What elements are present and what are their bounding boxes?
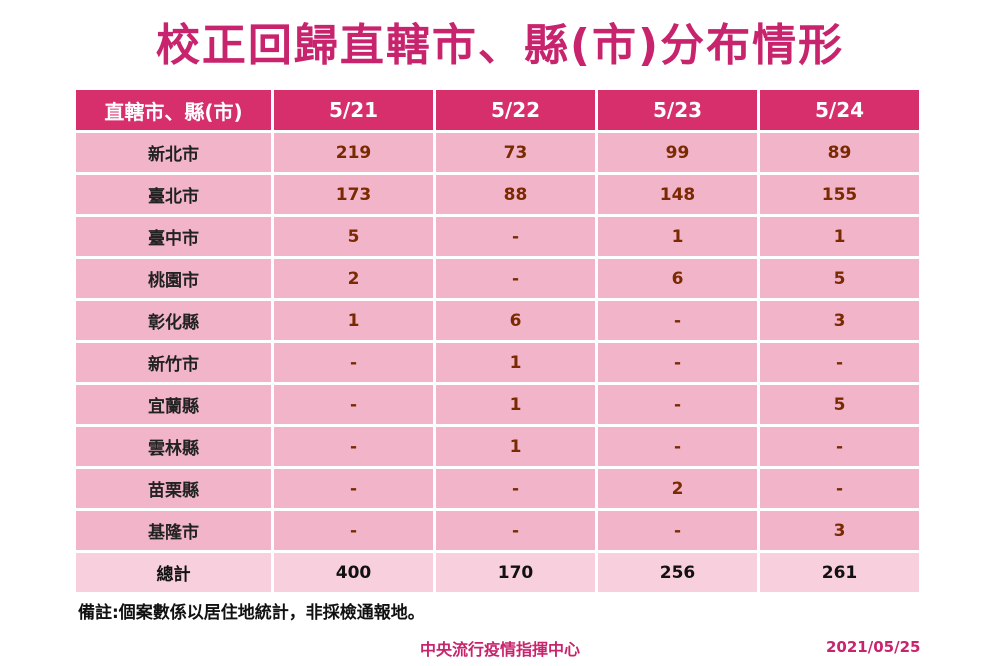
case-count: 1 bbox=[598, 217, 757, 259]
table-total-row: 總計 400 170 256 261 bbox=[76, 553, 919, 592]
region-name: 臺中市 bbox=[76, 217, 271, 259]
case-count: - bbox=[274, 511, 433, 553]
case-count: - bbox=[436, 511, 595, 553]
table-row: 基隆市 - - -3 bbox=[76, 511, 919, 553]
total-value: 400 bbox=[274, 553, 433, 592]
page-title: 校正回歸直轄市、縣(市)分布情形 bbox=[155, 20, 845, 71]
table-row: 雲林縣 -1- - bbox=[76, 427, 919, 469]
case-count: 219 bbox=[274, 133, 433, 175]
table-row: 新竹市 -1- - bbox=[76, 343, 919, 385]
case-count: 73 bbox=[436, 133, 595, 175]
header-date-1: 5/21 bbox=[274, 90, 433, 133]
region-name: 新北市 bbox=[76, 133, 271, 175]
region-name: 基隆市 bbox=[76, 511, 271, 553]
case-count: - bbox=[598, 343, 757, 385]
agency-name: 中央流行疫情指揮中心 bbox=[419, 640, 580, 659]
region-name: 桃園市 bbox=[76, 259, 271, 301]
case-count: - bbox=[598, 301, 757, 343]
case-count: 1 bbox=[274, 301, 433, 343]
case-count: - bbox=[598, 427, 757, 469]
case-count: 5 bbox=[760, 259, 919, 301]
table-row: 臺中市 5-1 1 bbox=[76, 217, 919, 259]
case-distribution-table: 直轄市、縣(市) 5/21 5/22 5/23 5/24 新北市 219 73 99 8… bbox=[76, 90, 919, 592]
header-region: 直轄市、縣(市) bbox=[76, 90, 271, 133]
case-count: - bbox=[436, 259, 595, 301]
table-row: 桃園市 2-6 5 bbox=[76, 259, 919, 301]
case-count: 5 bbox=[760, 385, 919, 427]
region-name: 彰化縣 bbox=[76, 301, 271, 343]
table-row: 彰化縣 1 6-3 bbox=[76, 301, 919, 343]
case-count: - bbox=[274, 343, 433, 385]
case-count: 2 bbox=[598, 469, 757, 511]
case-count: - bbox=[274, 469, 433, 511]
case-count: 88 bbox=[436, 175, 595, 217]
case-count: - bbox=[760, 427, 919, 469]
case-count: 1 bbox=[436, 385, 595, 427]
case-count: 173 bbox=[274, 175, 433, 217]
case-count: - bbox=[598, 385, 757, 427]
table-row: 臺北市 173 88 148 155 bbox=[76, 175, 919, 217]
case-count: 2 bbox=[274, 259, 433, 301]
case-count: 148 bbox=[598, 175, 757, 217]
region-name: 臺北市 bbox=[76, 175, 271, 217]
header-date-4: 5/24 bbox=[760, 90, 919, 133]
table-row: 苗栗縣 - -2- bbox=[76, 469, 919, 511]
table-row: 宜蘭縣 -1-5 bbox=[76, 385, 919, 427]
total-value: 256 bbox=[598, 553, 757, 592]
header-date-2: 5/22 bbox=[436, 90, 595, 133]
case-count: 5 bbox=[274, 217, 433, 259]
case-count: - bbox=[760, 343, 919, 385]
case-count: 1 bbox=[436, 427, 595, 469]
case-count: - bbox=[436, 217, 595, 259]
case-count: 6 bbox=[436, 301, 595, 343]
case-count: 6 bbox=[598, 259, 757, 301]
case-count: 155 bbox=[760, 175, 919, 217]
total-label: 總計 bbox=[76, 553, 271, 592]
case-count: - bbox=[760, 469, 919, 511]
case-count: 89 bbox=[760, 133, 919, 175]
case-count: 1 bbox=[436, 343, 595, 385]
case-count: 1 bbox=[760, 217, 919, 259]
case-count: - bbox=[274, 385, 433, 427]
case-count: 3 bbox=[760, 301, 919, 343]
case-count: - bbox=[598, 511, 757, 553]
case-count: 3 bbox=[760, 511, 919, 553]
case-count: 99 bbox=[598, 133, 757, 175]
table-row: 新北市 219 73 99 89 bbox=[76, 133, 919, 175]
region-name: 苗栗縣 bbox=[76, 469, 271, 511]
publish-date: 2021/05/25 bbox=[826, 638, 921, 656]
header-date-3: 5/23 bbox=[598, 90, 757, 133]
total-value: 261 bbox=[760, 553, 919, 592]
case-count: - bbox=[436, 469, 595, 511]
region-name: 雲林縣 bbox=[76, 427, 271, 469]
case-count: - bbox=[274, 427, 433, 469]
total-value: 170 bbox=[436, 553, 595, 592]
footnote: 備註:個案數係以居住地統計，非採檢通報地。 bbox=[78, 603, 425, 623]
table-header-row: 直轄市、縣(市) 5/21 5/22 5/23 5/24 bbox=[76, 90, 919, 133]
region-name: 新竹市 bbox=[76, 343, 271, 385]
region-name: 宜蘭縣 bbox=[76, 385, 271, 427]
